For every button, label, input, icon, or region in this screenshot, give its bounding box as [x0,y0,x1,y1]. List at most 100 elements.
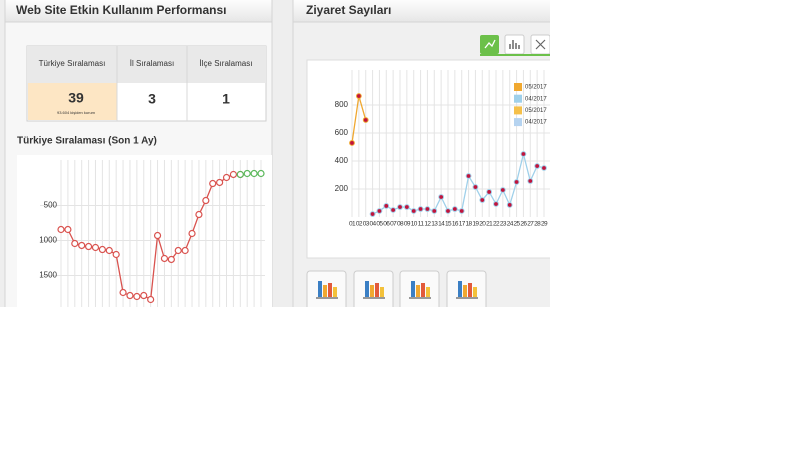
data-point [472,184,479,190]
x-tick-label: 07 [390,221,397,228]
panel-title: Web Site Etkin Kullanım Performansı [16,3,227,17]
x-tick-label: 06 [383,221,390,228]
icon-bar [411,281,415,297]
icon-bar [416,285,420,297]
bar-chart-button[interactable] [504,34,525,55]
data-point [181,246,189,255]
x-tick-label: 28 [534,221,541,228]
y-tick-label: 400 [335,156,349,165]
data-point [383,203,390,209]
table-value: 1 [222,91,230,107]
data-point [57,225,65,234]
x-tick-label: 09 [404,221,411,228]
data-point [105,246,113,255]
x-tick-label: 11 [418,221,425,228]
table-value: 39 [68,90,84,106]
data-point [369,211,376,217]
data-point [403,204,410,210]
legend-swatch [514,83,522,91]
icon-bar [380,287,384,297]
data-point [458,208,465,214]
data-point [188,229,196,238]
y-tick-label: 1000 [39,236,57,245]
icon-base [409,297,431,299]
chart-title: Türkiye Sıralaması (Son 1 Ay) [17,136,157,147]
icon-base [316,297,338,299]
x-tick-label: 10 [411,221,418,228]
data-point [98,245,106,254]
x-tick-label: 24 [507,221,514,228]
data-point [78,241,86,250]
data-point [140,291,148,300]
data-point [160,254,169,263]
data-point [243,169,251,178]
x-tick-label: 16 [452,221,459,228]
legend-label: 05/2017 [525,108,547,114]
icon [484,39,496,49]
data-point [390,207,397,213]
x-tick-label: 01 [349,221,356,228]
data-point [195,210,203,219]
panel-title: Ziyaret Sayıları [306,3,391,17]
data-point [376,208,383,214]
x-tick-label: 27 [527,221,534,228]
table-header [27,46,266,83]
data-point [119,288,127,297]
icon-bar [323,285,327,297]
data-point [424,206,431,212]
data-point [513,179,520,185]
data-point [493,201,499,207]
data-point [222,173,231,182]
x-tick-label: 03 [363,221,370,228]
data-point [112,250,120,259]
x-tick-label: 23 [500,221,507,228]
data-point [216,178,224,187]
x-tick-label: 08 [397,221,404,228]
legend-label: 04/2017 [525,120,547,126]
table-value: 3 [148,91,156,107]
x-tick-label: 13 [431,221,438,228]
data-point [167,255,175,264]
content: Web Site Etkin Kullanım Performansı Türk… [0,0,550,307]
data-point [520,151,527,157]
table-header-cell: İl Sıralaması [130,59,174,68]
x-tick-label: 05 [376,221,383,228]
data-point [250,169,258,178]
data-point [479,197,486,203]
data-point [486,189,493,195]
icon-bar [333,287,337,297]
icon-bar [473,287,477,297]
data-point [133,292,141,301]
line-chart-button[interactable] [480,35,499,54]
legend-label: 04/2017 [525,96,547,102]
right-header [292,0,550,23]
x-tick-label: 12 [424,221,431,228]
data-point [465,173,472,179]
x-tick-label: 15 [445,221,452,228]
y-tick-label: 800 [335,100,349,109]
data-point [431,208,438,214]
icon-bar [365,281,369,297]
data-point [397,204,403,210]
x-tick-label: 18 [466,221,473,228]
icon-bar [370,285,374,297]
data-point [126,291,134,300]
x-tick-label: 29 [541,221,548,228]
data-point [541,165,547,171]
x-tick-label: 22 [493,221,500,228]
icon-base [456,297,478,299]
data-point [534,163,541,169]
icon-bar [426,287,430,297]
data-point [445,208,451,214]
table-note: 93.604 kişiden kurum [57,110,96,115]
data-point [451,206,458,212]
legend-swatch [514,118,522,127]
icon-bar [375,283,379,297]
highlight-cell [28,83,117,120]
icon-bar [421,283,425,297]
data-point [229,170,238,179]
data-point [417,206,424,212]
data-point [257,169,265,178]
legend-label: 05/2017 [525,85,547,91]
